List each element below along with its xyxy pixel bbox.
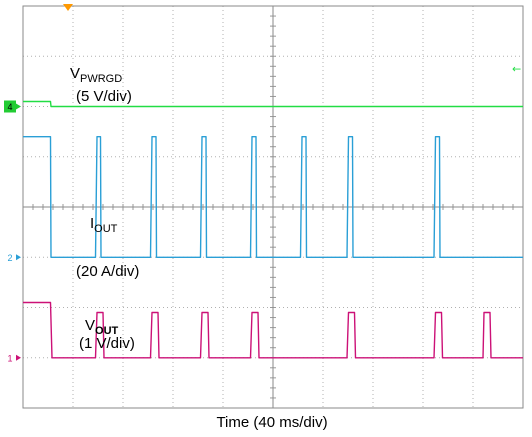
trace-ch2	[23, 136, 523, 258]
channel-label-subscript: OUT	[94, 223, 118, 235]
channel-label-main: V	[85, 317, 95, 334]
channel-label-scale: (1 V/div)	[79, 335, 135, 352]
trace-ch1	[23, 301, 523, 359]
channel-label-ch2: IOUT (20 A/div)	[76, 215, 139, 280]
channel-marker-arrow-icon	[16, 254, 21, 261]
x-axis-label: Time (40 ms/div)	[216, 414, 327, 431]
channel-marker-ch4: 4	[4, 100, 21, 113]
channel-marker-ch1: 1	[7, 353, 21, 363]
channel-markers: 4 2 1	[4, 100, 21, 363]
channel-labels: VPWRGD(5 V/div)IOUT(20 A/div)VOUT(1 V/di…	[70, 65, 139, 352]
channel-label-main: V	[70, 65, 80, 82]
channel-label-ch4: VPWRGD (5 V/div)	[70, 65, 132, 105]
channel-label-name: VPWRGD	[70, 65, 122, 85]
channel-label-name: VOUT	[85, 317, 119, 337]
plot-border	[22, 5, 524, 409]
trigger-marker-icon	[63, 4, 73, 11]
channel-label-main: I	[90, 215, 94, 232]
channel-label-ch1: VOUT(1 V/div)	[79, 317, 135, 352]
channel-label-scale: (20 A/div)	[76, 263, 139, 280]
channel-marker-arrow-icon	[16, 103, 21, 110]
channel-marker-ch2: 2	[7, 253, 21, 263]
channel-label-name: IOUT	[90, 215, 118, 235]
trace-ch4	[23, 100, 523, 108]
channel-marker-number: 1	[7, 353, 12, 363]
channel-marker-arrow-icon	[16, 354, 21, 361]
channel-marker-number: 2	[7, 253, 12, 263]
channel-label-subscript: PWRGD	[80, 73, 122, 85]
channel-label-scale: (5 V/div)	[76, 88, 132, 105]
plot-frame	[22, 5, 524, 409]
traces: ←	[23, 63, 523, 359]
offscale-arrow-icon: ←	[512, 63, 521, 76]
channel-marker-number: 4	[7, 102, 12, 112]
channel-label-subscript: OUT	[95, 325, 119, 337]
channel-marker-box	[4, 100, 16, 113]
